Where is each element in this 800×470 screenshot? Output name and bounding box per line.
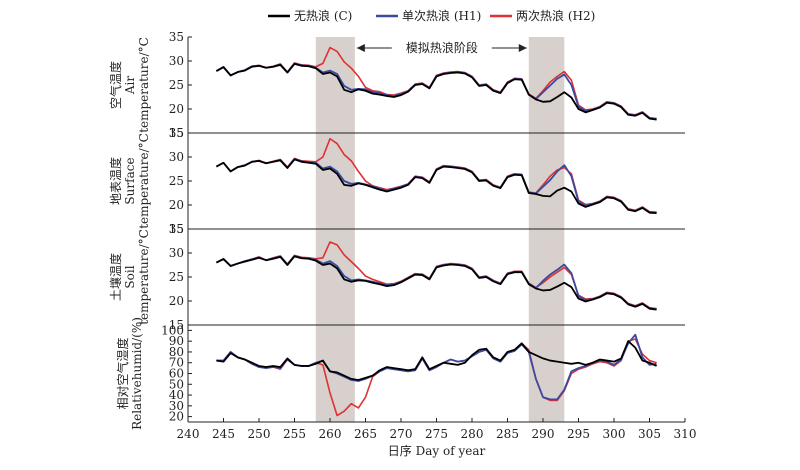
x-tick-label: 275 — [425, 427, 448, 441]
y-axis-label: Soil — [123, 265, 137, 288]
y-tick-label: 35 — [169, 30, 184, 44]
x-tick-label: 285 — [496, 427, 519, 441]
y-axis-label: temperature/°C — [137, 229, 151, 325]
y-tick-label: 90 — [169, 334, 184, 348]
legend-label-C: 无热浪 (C) — [294, 8, 352, 23]
annotation-arrowhead-right — [518, 44, 527, 52]
y-tick-label: 30 — [169, 246, 184, 260]
y-axis-label: Surface — [123, 157, 137, 204]
y-tick-label: 25 — [169, 174, 184, 188]
x-tick-label: 305 — [638, 427, 661, 441]
panel-soil: 15 20 25 30 35 土壤温度 Soil temperature/°C — [108, 222, 685, 332]
y-tick-label: 60 — [169, 367, 184, 381]
series-H2-air — [215, 46, 657, 120]
annotation-arrowhead-left — [356, 44, 365, 52]
y-tick-label: 50 — [169, 377, 184, 391]
legend-label-H2: 两次热浪 (H2) — [516, 8, 595, 23]
y-tick-label: 25 — [169, 270, 184, 284]
x-tick-label: 265 — [354, 427, 377, 441]
heatwave-annotation: 模拟热浪阶段 — [356, 40, 527, 55]
x-tick-label: 240 — [177, 427, 200, 441]
x-tick-label: 260 — [319, 427, 342, 441]
panel-surface: 15 20 25 30 35 地表温度 Surface temperature/°C — [108, 126, 685, 236]
y-tick-label: 35 — [169, 222, 184, 236]
y-tick-label: 20 — [169, 198, 184, 212]
x-tick-label: 280 — [461, 427, 484, 441]
panel-air: 15 20 25 30 35 空气温度 Air temperature/°C — [108, 30, 685, 140]
series-C-soil — [216, 255, 657, 311]
y-tick-label: 40 — [169, 388, 184, 402]
legend: 无热浪 (C) 单次热浪 (H1) 两次热浪 (H2) — [268, 8, 595, 23]
y-axis-label: temperature/°C — [137, 133, 151, 229]
y-axis-label: 相对空气湿度 — [115, 337, 130, 409]
y-tick-label: 15 — [169, 222, 184, 236]
x-tick-label: 245 — [212, 427, 235, 441]
y-tick-label: 35 — [169, 126, 184, 140]
y-tick-label: 30 — [169, 399, 184, 413]
x-tick-label: 255 — [283, 427, 306, 441]
x-tick-label: 270 — [390, 427, 413, 441]
y-tick-label: 20 — [169, 410, 184, 424]
y-tick-label: 30 — [169, 150, 184, 164]
y-tick-label: 20 — [169, 294, 184, 308]
y-tick-label: 30 — [169, 54, 184, 68]
x-tick-label: 250 — [248, 427, 271, 441]
y-tick-label: 80 — [169, 345, 184, 359]
x-tick-label: 300 — [603, 427, 626, 441]
series-H2-surface — [216, 137, 657, 213]
x-tick-label: 310 — [674, 427, 697, 441]
y-tick-label: 15 — [169, 126, 184, 140]
x-axis-label: 日序 Day of year — [388, 443, 486, 458]
x-axis: 240 245 250 255 260 265 270 275 280 285 290 295 300 3… — [177, 418, 697, 458]
y-tick-label: 15 — [169, 318, 184, 332]
series-C-surface — [215, 158, 657, 215]
y-tick-label: 20 — [169, 102, 184, 116]
series-H1-soil — [215, 254, 657, 311]
x-tick-label: 295 — [567, 427, 590, 441]
series-C-humidity — [216, 340, 657, 381]
y-tick-label: 100 — [161, 323, 184, 337]
y-axis-label: 空气温度 — [108, 61, 123, 109]
y-axis-label: temperature/°C — [137, 37, 151, 133]
y-axis-label: 地表温度 — [108, 157, 123, 205]
x-tick-label: 290 — [532, 427, 555, 441]
y-axis-label: 土壤温度 — [108, 253, 123, 301]
annotation-text: 模拟热浪阶段 — [406, 40, 478, 55]
y-tick-label: 70 — [169, 356, 184, 370]
series-C-air — [215, 62, 657, 121]
legend-label-H1: 单次热浪 (H1) — [402, 8, 481, 23]
y-axis-label: Relativehumid/(%) — [130, 317, 144, 430]
series-H2-humidity — [216, 338, 657, 417]
y-axis-label: Air — [123, 76, 137, 96]
y-tick-label: 25 — [169, 78, 184, 92]
